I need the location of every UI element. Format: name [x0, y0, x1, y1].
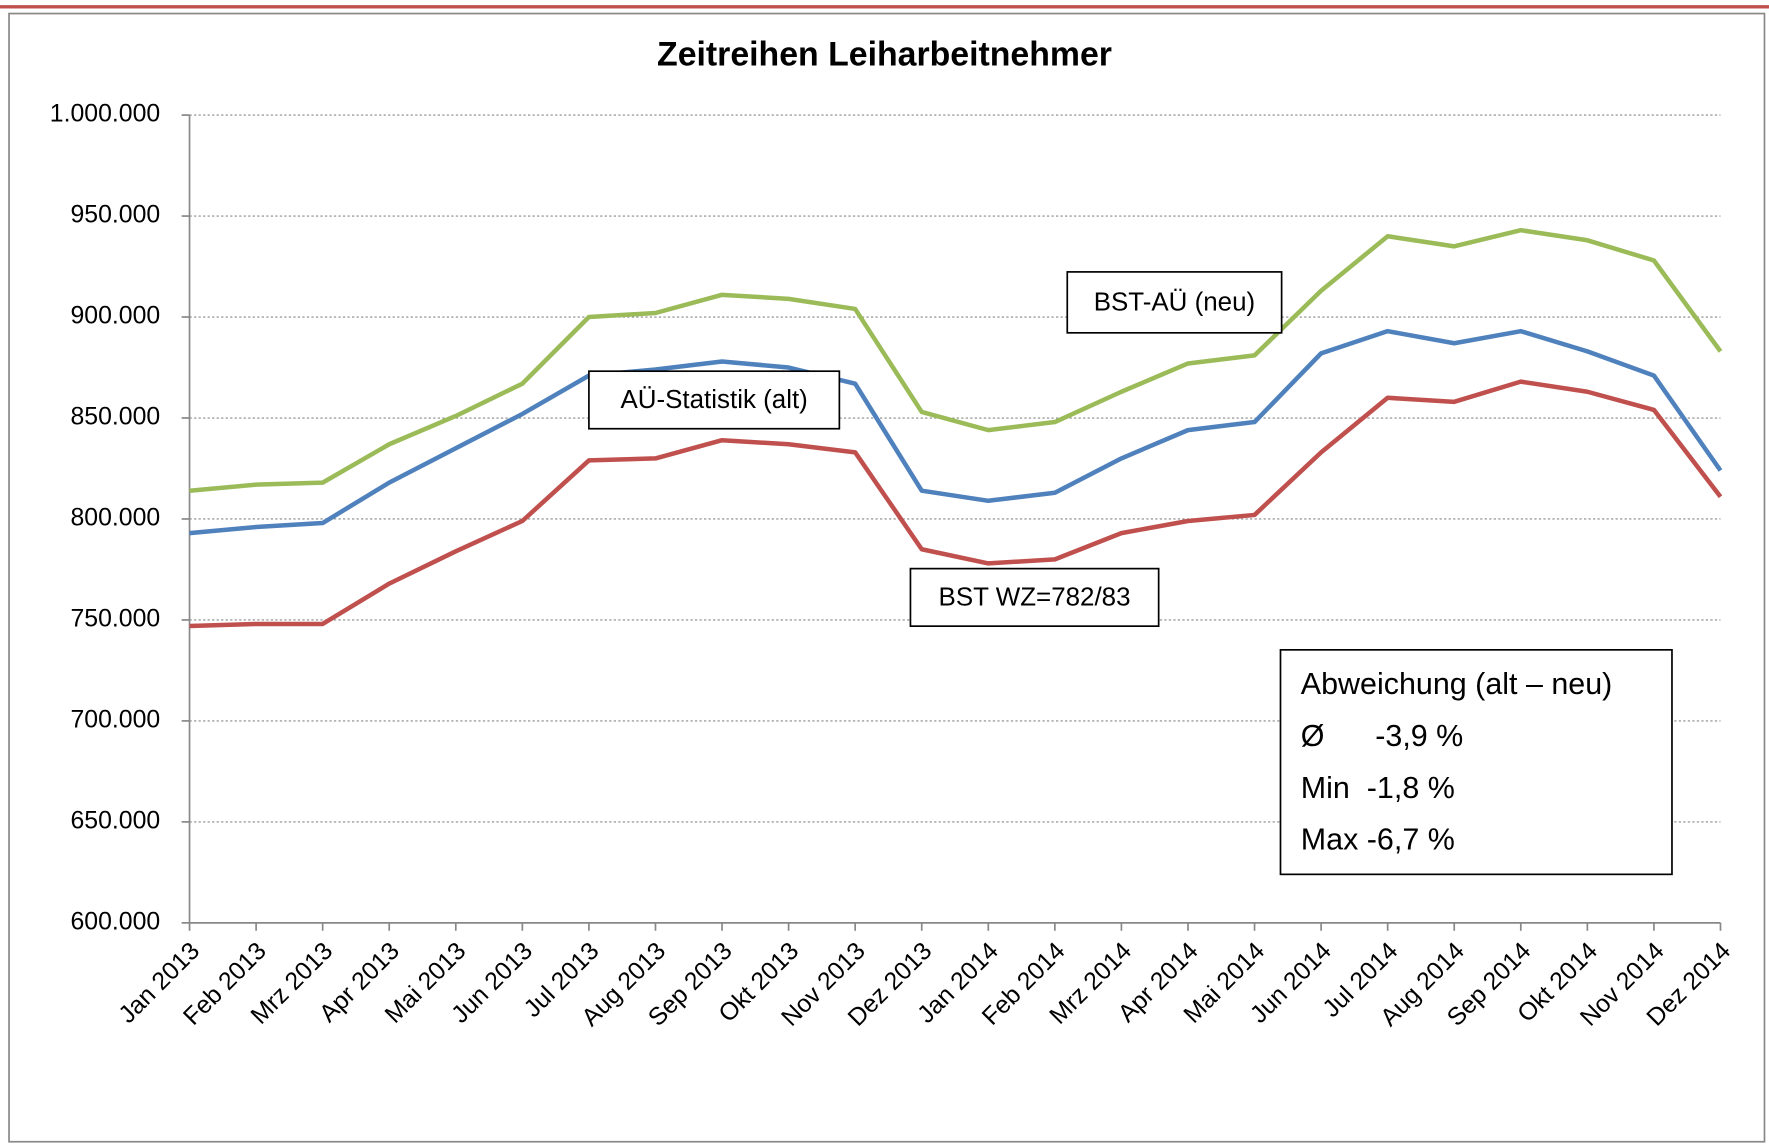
y-tick-label: 800.000 — [70, 505, 160, 532]
y-tick-label: 900.000 — [70, 303, 160, 330]
deviation-text: Min -1,8 % — [1301, 771, 1455, 805]
y-tick-label: 700.000 — [70, 706, 160, 733]
y-tick-label: 750.000 — [70, 606, 160, 633]
y-tick-label: 600.000 — [70, 908, 160, 935]
series-label: AÜ-Statistik (alt) — [620, 386, 807, 414]
series-line — [189, 379, 1723, 629]
chart-title: Zeitreihen Leiharbeitnehmer — [657, 35, 1112, 73]
y-tick-label: 950.000 — [70, 202, 160, 229]
series-line — [189, 227, 1723, 493]
deviation-text: Abweichung (alt – neu) — [1301, 667, 1613, 701]
series-label-box — [588, 370, 841, 430]
series-label: BST-AÜ (neu) — [1094, 288, 1255, 316]
series-label-box — [909, 567, 1160, 627]
deviation-text: Ø -3,9 % — [1301, 719, 1463, 753]
series-line — [189, 328, 1723, 536]
y-tick-label: 650.000 — [70, 807, 160, 834]
deviation-box — [1279, 648, 1673, 876]
series-label: BST WZ=782/83 — [939, 583, 1131, 611]
y-tick-label: 850.000 — [70, 404, 160, 431]
chart-frame — [8, 12, 1766, 1143]
deviation-text: Max -6,7 % — [1301, 823, 1455, 857]
y-tick-label: 1.000.000 — [50, 101, 160, 128]
series-label-box — [1066, 271, 1283, 334]
